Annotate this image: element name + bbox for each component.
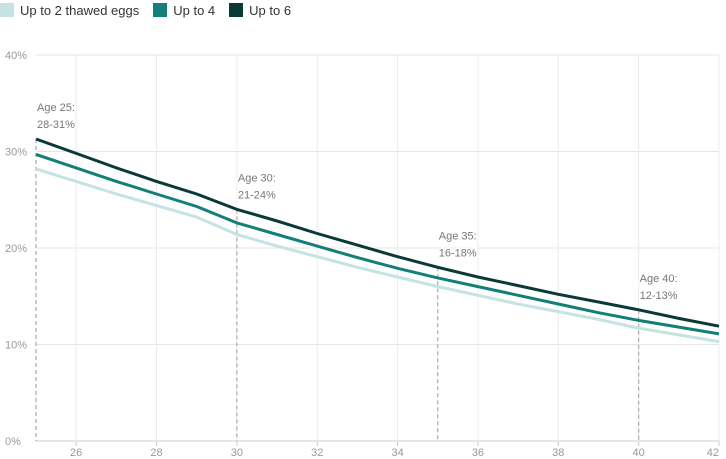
y-tick-label: 30% bbox=[5, 147, 27, 159]
legend-item-series-0[interactable]: Up to 2 thawed eggs bbox=[0, 3, 139, 18]
annotation-label-line2: 21-24% bbox=[238, 189, 276, 201]
y-tick-label: 10% bbox=[5, 340, 27, 352]
x-tick-label: 36 bbox=[472, 447, 484, 459]
annotation-label-line1: Age 40: bbox=[640, 273, 678, 285]
y-tick-label: 40% bbox=[5, 50, 27, 62]
x-tick-label: 34 bbox=[391, 447, 403, 459]
legend-label-series-2: Up to 6 bbox=[249, 2, 292, 18]
series-line-2 bbox=[35, 137, 720, 328]
annotation-label-line2: 16-18% bbox=[439, 247, 477, 259]
annotation-label-line1: Age 25: bbox=[37, 102, 75, 114]
x-tick-label: 28 bbox=[150, 447, 162, 459]
series-line-1 bbox=[35, 152, 720, 336]
annotation-label-line2: 28-31% bbox=[37, 119, 75, 131]
legend-swatch-series-2 bbox=[229, 3, 244, 17]
x-tick-label: 26 bbox=[70, 447, 82, 459]
x-tick-label: 30 bbox=[231, 447, 243, 459]
y-tick-label: 0% bbox=[5, 436, 21, 448]
legend-label-series-0: Up to 2 thawed eggs bbox=[20, 2, 140, 18]
legend-label-series-1: Up to 4 bbox=[173, 2, 216, 18]
legend-swatch-series-1 bbox=[153, 3, 168, 17]
x-tick-label: 40 bbox=[633, 447, 645, 459]
x-tick-label: 42 bbox=[707, 447, 719, 459]
y-tick-label: 20% bbox=[5, 243, 27, 255]
x-tick-label: 32 bbox=[311, 447, 323, 459]
legend-swatch-series-0 bbox=[0, 3, 14, 17]
legend: Up to 2 thawed eggs Up to 4 Up to 6 bbox=[0, 0, 305, 20]
legend-item-series-2[interactable]: Up to 6 bbox=[229, 3, 291, 18]
annotation-label-line1: Age 30: bbox=[238, 172, 276, 184]
annotation-label-line2: 12-13% bbox=[640, 290, 678, 302]
annotation-label-line1: Age 35: bbox=[439, 230, 477, 242]
legend-item-series-1[interactable]: Up to 4 bbox=[153, 3, 215, 18]
x-tick-label: 38 bbox=[552, 447, 564, 459]
series-line-0 bbox=[35, 167, 720, 344]
